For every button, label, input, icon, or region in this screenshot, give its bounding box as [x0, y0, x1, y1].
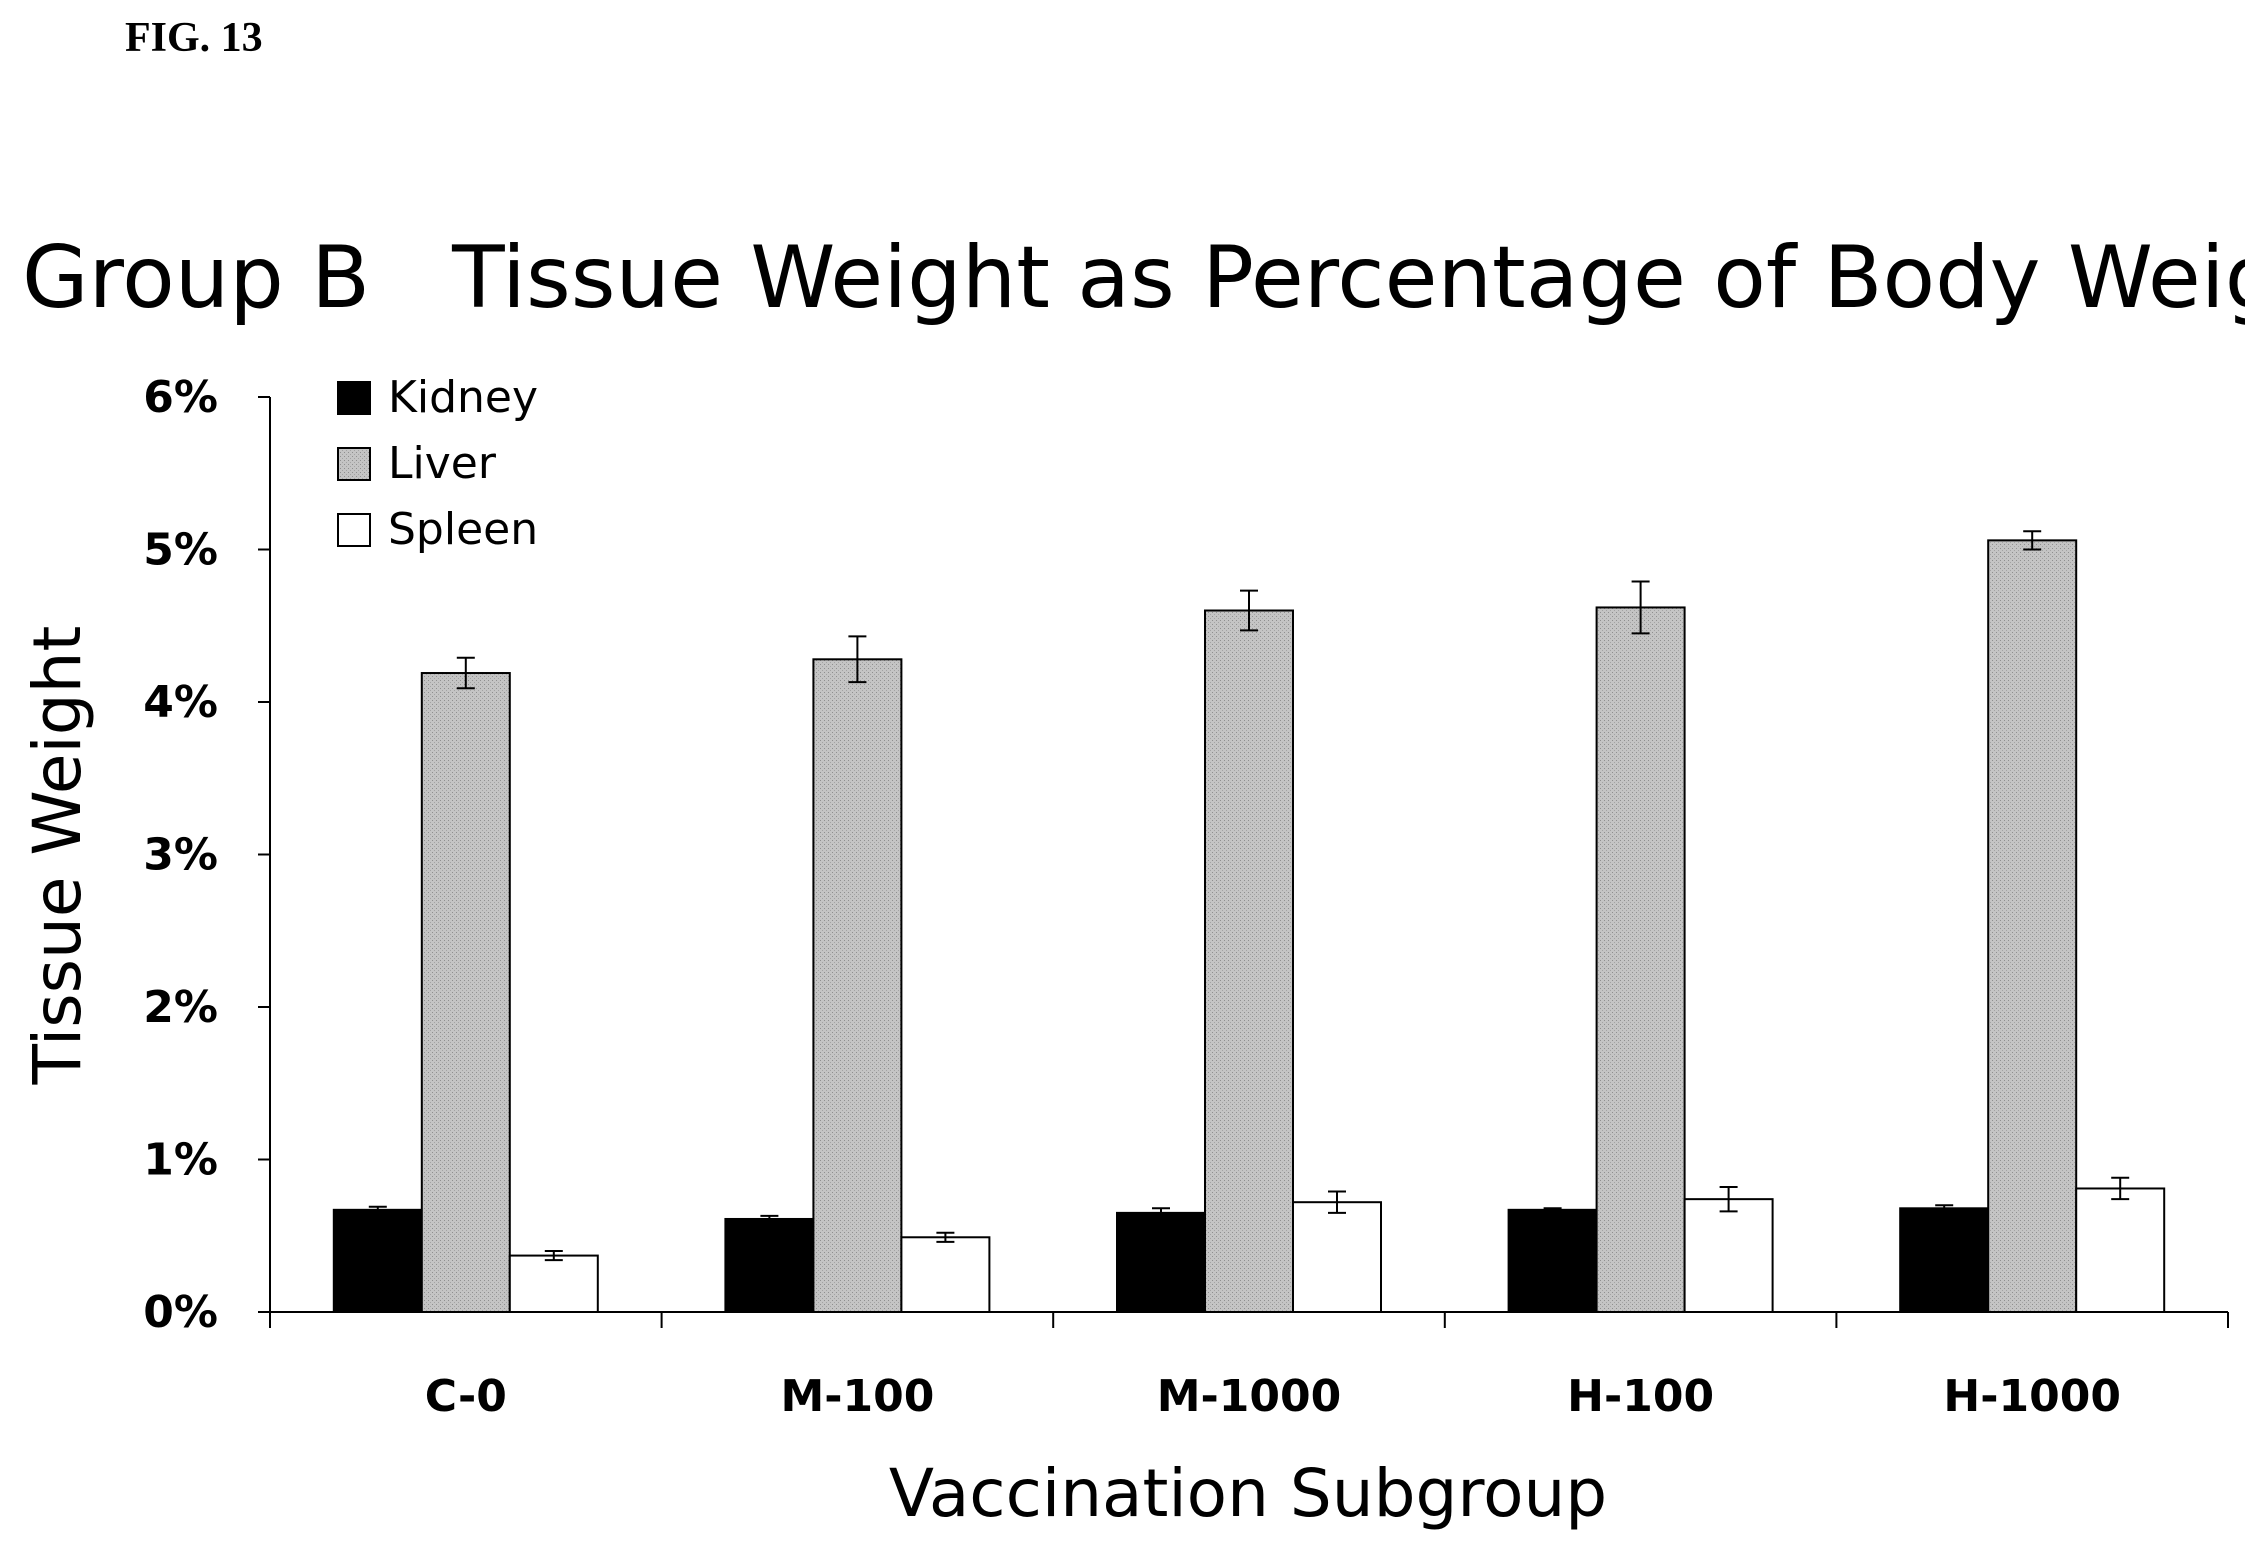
bar-kidney-c-0 — [332, 1208, 423, 1313]
error-bar — [2023, 530, 2042, 551]
bar-spleen-h-1000 — [2075, 1187, 2166, 1313]
error-bar — [1240, 589, 1258, 632]
bar-spleen-c-0 — [508, 1254, 599, 1313]
bar-liver-m-1000 — [1204, 609, 1294, 1313]
bar-kidney-m-100 — [724, 1217, 815, 1313]
x-tick-label: M-100 — [780, 1371, 934, 1422]
bar-spleen-m-100 — [900, 1236, 991, 1314]
error-bar — [1328, 1190, 1346, 1214]
legend-label-liver: Liver — [388, 438, 497, 489]
bar-spleen-m-1000 — [1292, 1201, 1382, 1313]
bar-liver-c-0 — [420, 672, 511, 1313]
legend-swatch-liver — [337, 447, 371, 481]
bar-kidney-m-1000 — [1116, 1211, 1206, 1313]
error-bar — [1935, 1204, 1954, 1213]
x-tick-label: M-1000 — [1157, 1371, 1342, 1422]
y-axis-ticks: 0% 1% 2% 3% 4% 5% 6% — [143, 372, 270, 1338]
chart-title: Group B Tissue Weight as Percentage of B… — [22, 228, 2245, 328]
x-tick-label: C-0 — [425, 1371, 507, 1422]
x-axis-ticks: C-0 M-100 M-1000 H-100 H-1000 — [269, 1312, 2229, 1422]
bar-kidney-h-1000 — [1899, 1207, 1990, 1314]
bar-kidney-h-100 — [1507, 1208, 1598, 1313]
error-bar — [1631, 580, 1650, 635]
x-tick-label: H-1000 — [1943, 1371, 2121, 1422]
error-bar — [2111, 1176, 2130, 1201]
legend: Kidney Liver Spleen — [337, 372, 538, 555]
x-axis-title: Vaccination Subgroup — [889, 1455, 1607, 1532]
legend-swatch-spleen — [337, 513, 371, 547]
y-tick-label: 3% — [143, 830, 218, 881]
legend-label-kidney: Kidney — [388, 372, 538, 423]
legend-swatch-kidney — [337, 381, 371, 415]
legend-label-spleen: Spleen — [388, 504, 538, 555]
bar-series — [332, 539, 2166, 1314]
bar-liver-m-100 — [812, 658, 903, 1313]
figure-label: FIG. 13 — [125, 15, 263, 61]
bar-liver-h-1000 — [1987, 539, 2078, 1313]
error-bar — [544, 1250, 563, 1262]
bar-liver-h-100 — [1595, 606, 1686, 1313]
error-bar — [1543, 1207, 1562, 1213]
x-tick-label: H-100 — [1567, 1371, 1714, 1422]
error-bar — [456, 656, 475, 690]
y-tick-label: 6% — [143, 372, 218, 423]
bar-spleen-h-100 — [1683, 1198, 1774, 1314]
error-bars — [368, 530, 2130, 1262]
error-bar — [848, 635, 867, 684]
y-tick-label: 2% — [143, 982, 218, 1033]
y-axis-title: Tissue Weight — [19, 626, 96, 1086]
y-tick-label: 0% — [143, 1287, 218, 1338]
error-bar — [1152, 1207, 1170, 1219]
y-tick-label: 5% — [143, 525, 218, 576]
error-bar — [936, 1231, 955, 1243]
error-bar — [760, 1214, 779, 1224]
y-tick-label: 1% — [143, 1135, 218, 1186]
y-tick-label: 4% — [143, 677, 218, 728]
error-bar — [368, 1205, 387, 1214]
error-bar — [1719, 1185, 1738, 1213]
